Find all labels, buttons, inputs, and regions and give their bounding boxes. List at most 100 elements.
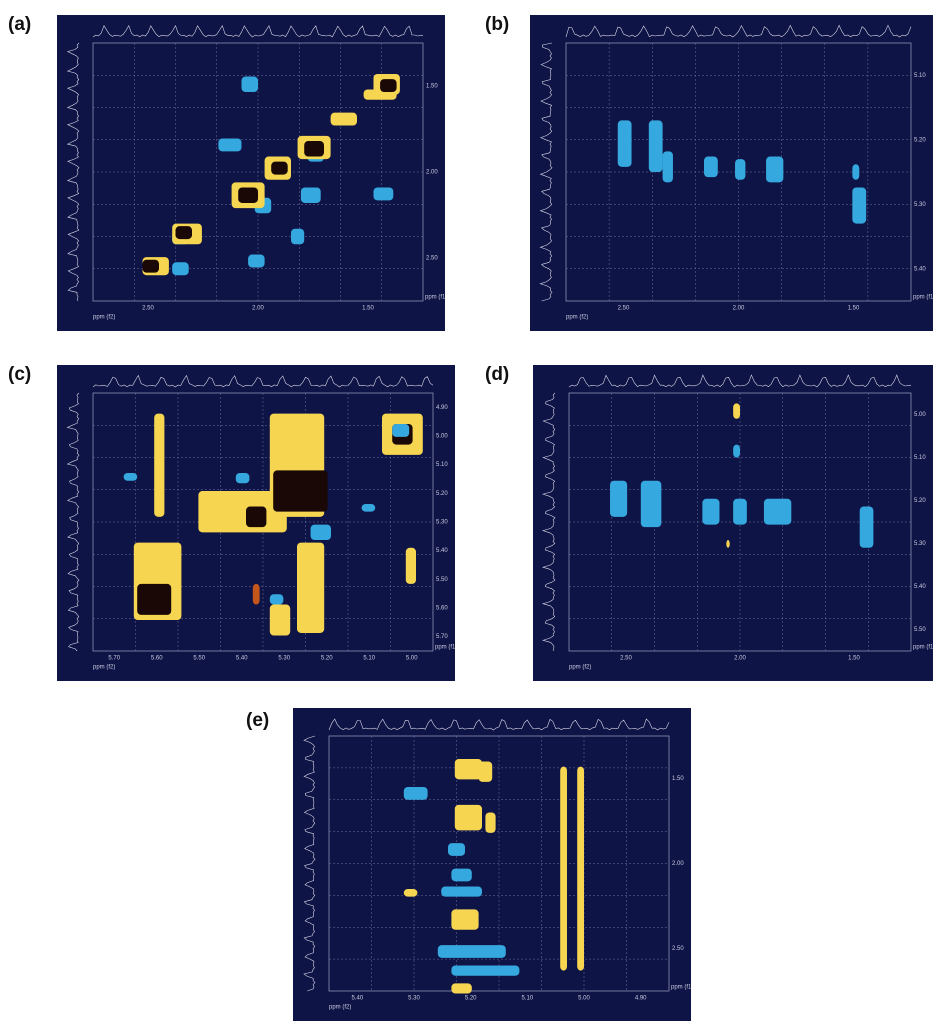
cross-peak	[218, 138, 242, 152]
cross-peak	[852, 187, 867, 224]
cross-peak	[441, 886, 482, 897]
axis-label: ppm (f2)	[329, 1005, 351, 1011]
cross-peak	[437, 945, 506, 958]
x-tick-label: 1.50	[362, 306, 374, 312]
y-tick-label: 5.10	[914, 455, 926, 461]
x-tick-label: 5.30	[278, 656, 290, 662]
cross-peak	[577, 766, 584, 971]
axis-label: ppm (f1)	[425, 295, 445, 301]
y-tick-label: 5.20	[436, 491, 448, 497]
y-tick-label: 5.10	[914, 73, 926, 79]
cross-peak	[733, 498, 747, 525]
panel-label: (d)	[485, 364, 510, 385]
x-tick-label: 2.00	[252, 306, 264, 312]
cross-peak	[392, 423, 410, 437]
x-tick-label: 2.00	[734, 656, 746, 662]
spectrum-panel: 5.10 5.20 5.30 5.40 2.50 2.00 1.50 ppm (f1) ppm …	[530, 15, 933, 331]
y-tick-label: 5.30	[436, 520, 448, 526]
cross-peak	[852, 164, 860, 180]
x-tick-label: 5.60	[151, 656, 163, 662]
x-tick-label: 1.50	[848, 306, 860, 312]
cross-peak	[560, 766, 567, 971]
cross-peak	[451, 983, 472, 994]
cross-peak	[248, 254, 265, 268]
x-tick-label: 4.90	[635, 996, 647, 1002]
cross-peak	[610, 480, 628, 517]
projection-trace	[303, 735, 316, 992]
y-tick-label: 5.20	[914, 498, 926, 504]
cross-peak	[640, 480, 662, 528]
y-tick-label: 5.30	[914, 541, 926, 547]
y-tick-label: 5.50	[914, 627, 926, 633]
projection-trace	[66, 392, 80, 652]
y-tick-label: 1.50	[426, 84, 438, 90]
axis-label: ppm (f2)	[93, 665, 115, 671]
cross-peak	[485, 812, 496, 833]
cross-peak	[662, 151, 673, 183]
x-tick-label: 5.00	[406, 656, 418, 662]
cross-peak	[735, 159, 746, 180]
x-tick-label: 2.50	[620, 656, 632, 662]
cross-peak	[154, 413, 165, 517]
cross-peak	[271, 161, 288, 175]
cross-peak	[172, 262, 189, 276]
cross-peak	[373, 187, 394, 201]
cross-peak	[142, 259, 159, 273]
projection-trace	[328, 718, 670, 731]
cross-peak	[448, 843, 465, 856]
y-tick-label: 1.50	[672, 776, 684, 782]
cross-peak	[297, 542, 325, 633]
y-tick-label: 5.70	[436, 634, 448, 640]
cross-peak	[175, 226, 192, 240]
axis-label: ppm (f2)	[569, 665, 591, 671]
cross-peak	[763, 498, 792, 525]
spectrum-panel: 1.50 2.00 2.50 5.40 5.30 5.20 5.10 5.00 4.90 ppm …	[293, 708, 691, 1021]
cross-peak	[300, 187, 321, 203]
projection-trace	[66, 42, 80, 302]
x-tick-label: 2.50	[142, 306, 154, 312]
y-tick-label: 5.40	[914, 266, 926, 272]
cross-peak	[454, 758, 482, 780]
x-tick-label: 5.70	[108, 656, 120, 662]
projection-trace	[568, 374, 912, 388]
projection-trace	[92, 24, 424, 38]
spectrum-panel: 5.00 5.10 5.20 5.30 5.40 5.50 2.50 2.00 1.50 ppm …	[533, 365, 933, 681]
y-tick-label: 2.00	[426, 170, 438, 176]
panel-label: (b)	[485, 14, 510, 35]
x-tick-label: 5.10	[363, 656, 375, 662]
cross-peak	[617, 120, 632, 167]
y-tick-label: 5.50	[436, 577, 448, 583]
axis-label: ppm (f1)	[671, 985, 691, 991]
cross-peak	[704, 156, 718, 178]
cross-peak	[403, 889, 418, 897]
cross-peak	[859, 506, 874, 548]
y-tick-label: 2.00	[672, 861, 684, 867]
cross-peak	[403, 787, 428, 800]
cross-peak	[454, 804, 482, 831]
cross-peak	[241, 76, 258, 93]
y-tick-label: 5.20	[914, 137, 926, 143]
x-tick-label: 5.40	[236, 656, 248, 662]
x-tick-label: 2.00	[733, 306, 745, 312]
spectrum-panel: 1.50 2.00 2.50 2.50 2.00 1.50 ppm (f1) ppm (f2)	[57, 15, 445, 331]
cross-peak	[405, 547, 416, 584]
x-tick-label: 1.50	[848, 656, 860, 662]
cross-peak	[137, 583, 172, 615]
spectrum-panel: 4.90 5.00 5.10 5.20 5.30 5.40 5.50 5.60 5.70 5.70…	[57, 365, 455, 681]
projection-trace	[565, 24, 912, 38]
cross-peak	[291, 228, 305, 245]
y-tick-label: 5.40	[436, 548, 448, 554]
cross-peak	[235, 472, 250, 484]
y-tick-label: 5.10	[436, 462, 448, 468]
y-tick-label: 5.40	[914, 584, 926, 590]
cross-peak	[733, 403, 740, 419]
cross-peak	[766, 156, 784, 183]
projection-trace	[541, 392, 556, 652]
background	[530, 15, 933, 331]
cross-peak	[380, 79, 397, 93]
axis-label: ppm (f1)	[913, 645, 933, 651]
x-tick-label: 5.30	[408, 996, 420, 1002]
x-tick-label: 5.20	[321, 656, 333, 662]
x-tick-label: 5.40	[351, 996, 363, 1002]
